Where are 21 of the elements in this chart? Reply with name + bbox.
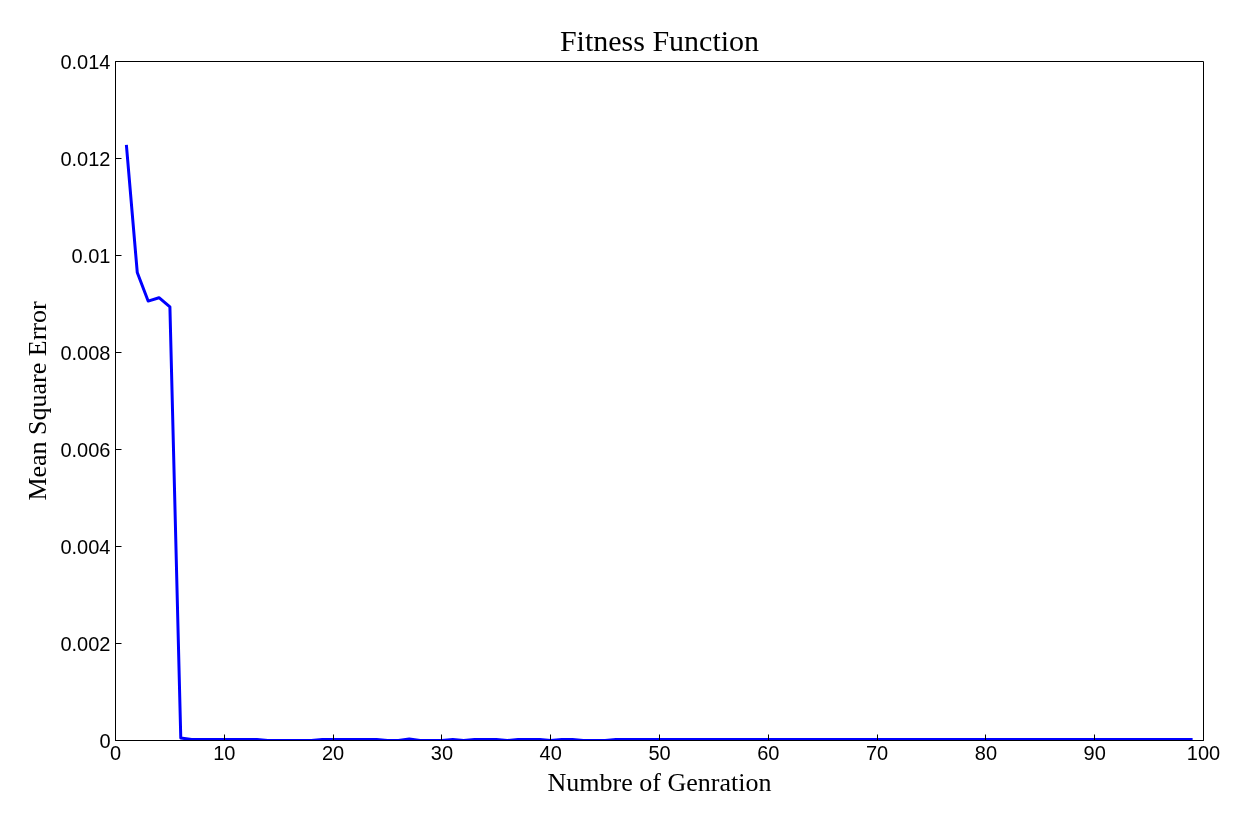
x-tick-label: 60 <box>757 741 780 764</box>
y-tick-label: 0.004 <box>60 535 111 558</box>
x-tick-label: 80 <box>974 741 998 764</box>
x-tick-label: 20 <box>321 741 345 764</box>
x-tick-label: 10 <box>213 741 236 764</box>
chart-title: Fitness Function <box>559 23 760 57</box>
y-tick-label: 0.008 <box>60 341 111 364</box>
x-tick-label: 40 <box>539 741 562 764</box>
y-tick-label: 0.01 <box>71 244 111 267</box>
y-axis-title: Mean Square Error <box>23 301 53 501</box>
line-series <box>124 143 1195 741</box>
x-tick-label: 100 <box>1186 741 1221 764</box>
y-tick-label: 0.014 <box>60 50 111 73</box>
y-tick-label: 0.006 <box>60 438 111 461</box>
y-tick-label: 0.002 <box>60 632 111 655</box>
x-tick-label: 30 <box>430 741 454 764</box>
x-tick-label: 70 <box>865 741 889 764</box>
x-tick-label: 50 <box>648 741 671 764</box>
x-tick-label: 90 <box>1083 741 1106 764</box>
x-axis-title: Numbre of Genration <box>547 767 772 797</box>
y-tick-label: 0.012 <box>60 147 111 170</box>
